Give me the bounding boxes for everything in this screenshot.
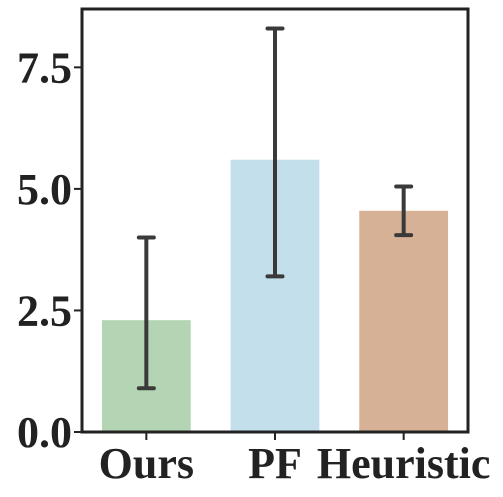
x-tick-label-pf: PF [248,439,302,488]
y-tick-label: 7.5 [17,43,72,92]
x-tick-label-ours: Ours [99,439,194,488]
errorbars-group [136,26,414,391]
y-tick-label: 2.5 [17,286,72,335]
y-tick-label: 5.0 [17,165,72,214]
y-tick-label: 0.0 [17,408,72,457]
y-axis: 0.0 2.5 5.0 7.5 [17,43,82,457]
x-tick-label-heuristic: Heuristic [317,439,491,488]
bar-heuristic [359,210,449,432]
x-axis: Ours PF Heuristic [99,432,491,488]
